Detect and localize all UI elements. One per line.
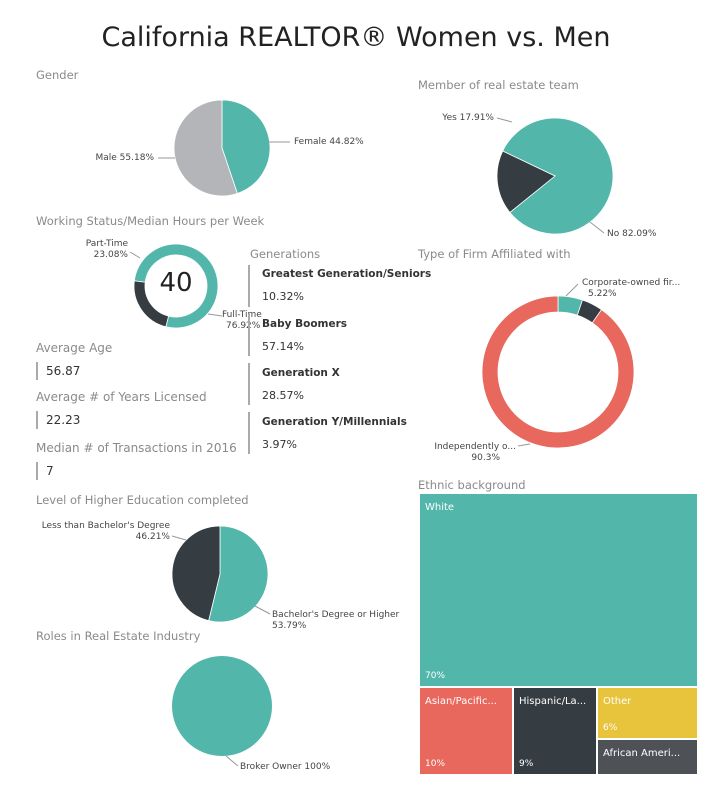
treemap-label-african-american: African Ameri... [603,748,681,759]
part-time-leader [129,251,141,259]
gen-name-boomers: Baby Boomers [262,318,348,330]
roles-broker-leader [225,755,239,767]
treemap-value-hispanic-latino: 9% [519,759,534,769]
years-licensed-title: Average # of Years Licensed [36,390,207,404]
treemap-label-asian-pacific-islander: Asian/Pacific... [425,696,497,707]
working-status-title: Working Status/Median Hours per Week [36,214,265,228]
team-slice-yes [496,150,556,214]
gen-bar-seniors [248,265,250,307]
team-yes-label: Yes 17.91% [442,113,494,123]
part-time-label: Part-Time [85,239,128,249]
gen-name-geny: Generation Y/Millennials [262,416,407,428]
treemap-label-white: White [425,502,455,513]
treemap-value-other: 6% [603,723,618,733]
treemap-value-white: 70% [425,671,446,681]
treemap-label-hispanic-latino: Hispanic/La... [519,696,587,707]
treemap-cell-asian-pacific-islander: Asian/Pacific... 10% [420,688,512,774]
firm-type-slice-independently-owned [481,295,635,449]
treemap-cell-african-american: African Ameri... [598,740,697,774]
gender-slice-male [173,99,238,197]
firm-independent-leader [517,443,531,447]
team-no-label: No 82.09% [607,229,657,239]
gen-bar-boomers [248,314,250,356]
treemap-cell-other: Other 6% [598,688,697,738]
gen-value-boomers: 57.14% [262,340,304,353]
team-slice-no [502,117,614,235]
education-slice-bachelor-s-degree-or-higher [208,525,269,623]
gender-male-label: Male 55.18% [95,153,155,163]
firm-corporate-label: Corporate-owned fir... [582,278,681,288]
edu-less-label: Less than Bachelor's Degree [41,521,170,531]
working-status-slice-full-time [133,243,219,329]
gen-bar-genx [248,363,250,405]
gender-female-label: Female 44.82% [294,137,364,147]
gen-value-geny: 3.97% [262,438,297,451]
median-hours-value: 40 [159,268,193,298]
full-time-leader [207,313,223,317]
education-slice-less-than-bachelor-s-degree [171,525,221,622]
treemap-label-other: Other [603,696,632,707]
transactions-title: Median # of Transactions in 2016 [36,441,237,455]
ethnic-title: Ethnic background [418,478,526,492]
firm-corporate-pct: 5.22% [588,289,617,299]
generations-title: Generations [250,247,321,261]
gen-name-seniors: Greatest Generation/Seniors [262,268,432,280]
firm-type-title: Type of Firm Affiliated with [418,247,571,261]
team-yes-leader [496,117,513,123]
gen-value-genx: 28.57% [262,389,304,402]
gen-value-seniors: 10.32% [262,290,304,303]
team-no-leader [589,221,605,234]
gender-slice-female [221,99,271,194]
working-status-slice-part-time [133,280,170,328]
education-title: Level of Higher Education completed [36,493,249,507]
part-time-pct: 23.08% [93,250,128,260]
roles-broker-label: Broker Owner 100% [240,762,331,772]
average-age-value: 56.87 [36,362,80,380]
edu-bachelor-pct: 53.79% [272,621,307,631]
average-age-title: Average Age [36,341,113,355]
treemap-value-asian-pacific-islander: 10% [425,759,446,769]
page-title: California REALTOR® Women vs. Men [101,22,611,53]
full-time-label: Full-Time [222,310,262,320]
roles-title: Roles in Real Estate Industry [36,629,201,643]
edu-bachelor-leader [254,605,271,615]
full-time-pct: 76.92% [226,321,261,331]
treemap-cell-white: White 70% [420,494,697,686]
gen-name-genx: Generation X [262,367,340,379]
firm-independent-pct: 90.3% [471,453,500,463]
gender-chart-title: Gender [36,68,79,82]
treemap-cell-hispanic-latino: Hispanic/La... 9% [514,688,596,774]
edu-bachelor-label: Bachelor's Degree or Higher [272,610,400,620]
edu-less-leader [171,535,187,541]
firm-corporate-leader [565,283,579,297]
edu-less-pct: 46.21% [135,532,170,542]
years-licensed-value: 22.23 [36,411,80,429]
firm-independent-label: Independently o... [434,442,516,452]
transactions-value: 7 [36,462,54,480]
roles-slice-broker-owner [172,656,272,756]
team-chart-title: Member of real estate team [418,78,579,92]
gen-bar-geny [248,412,250,454]
